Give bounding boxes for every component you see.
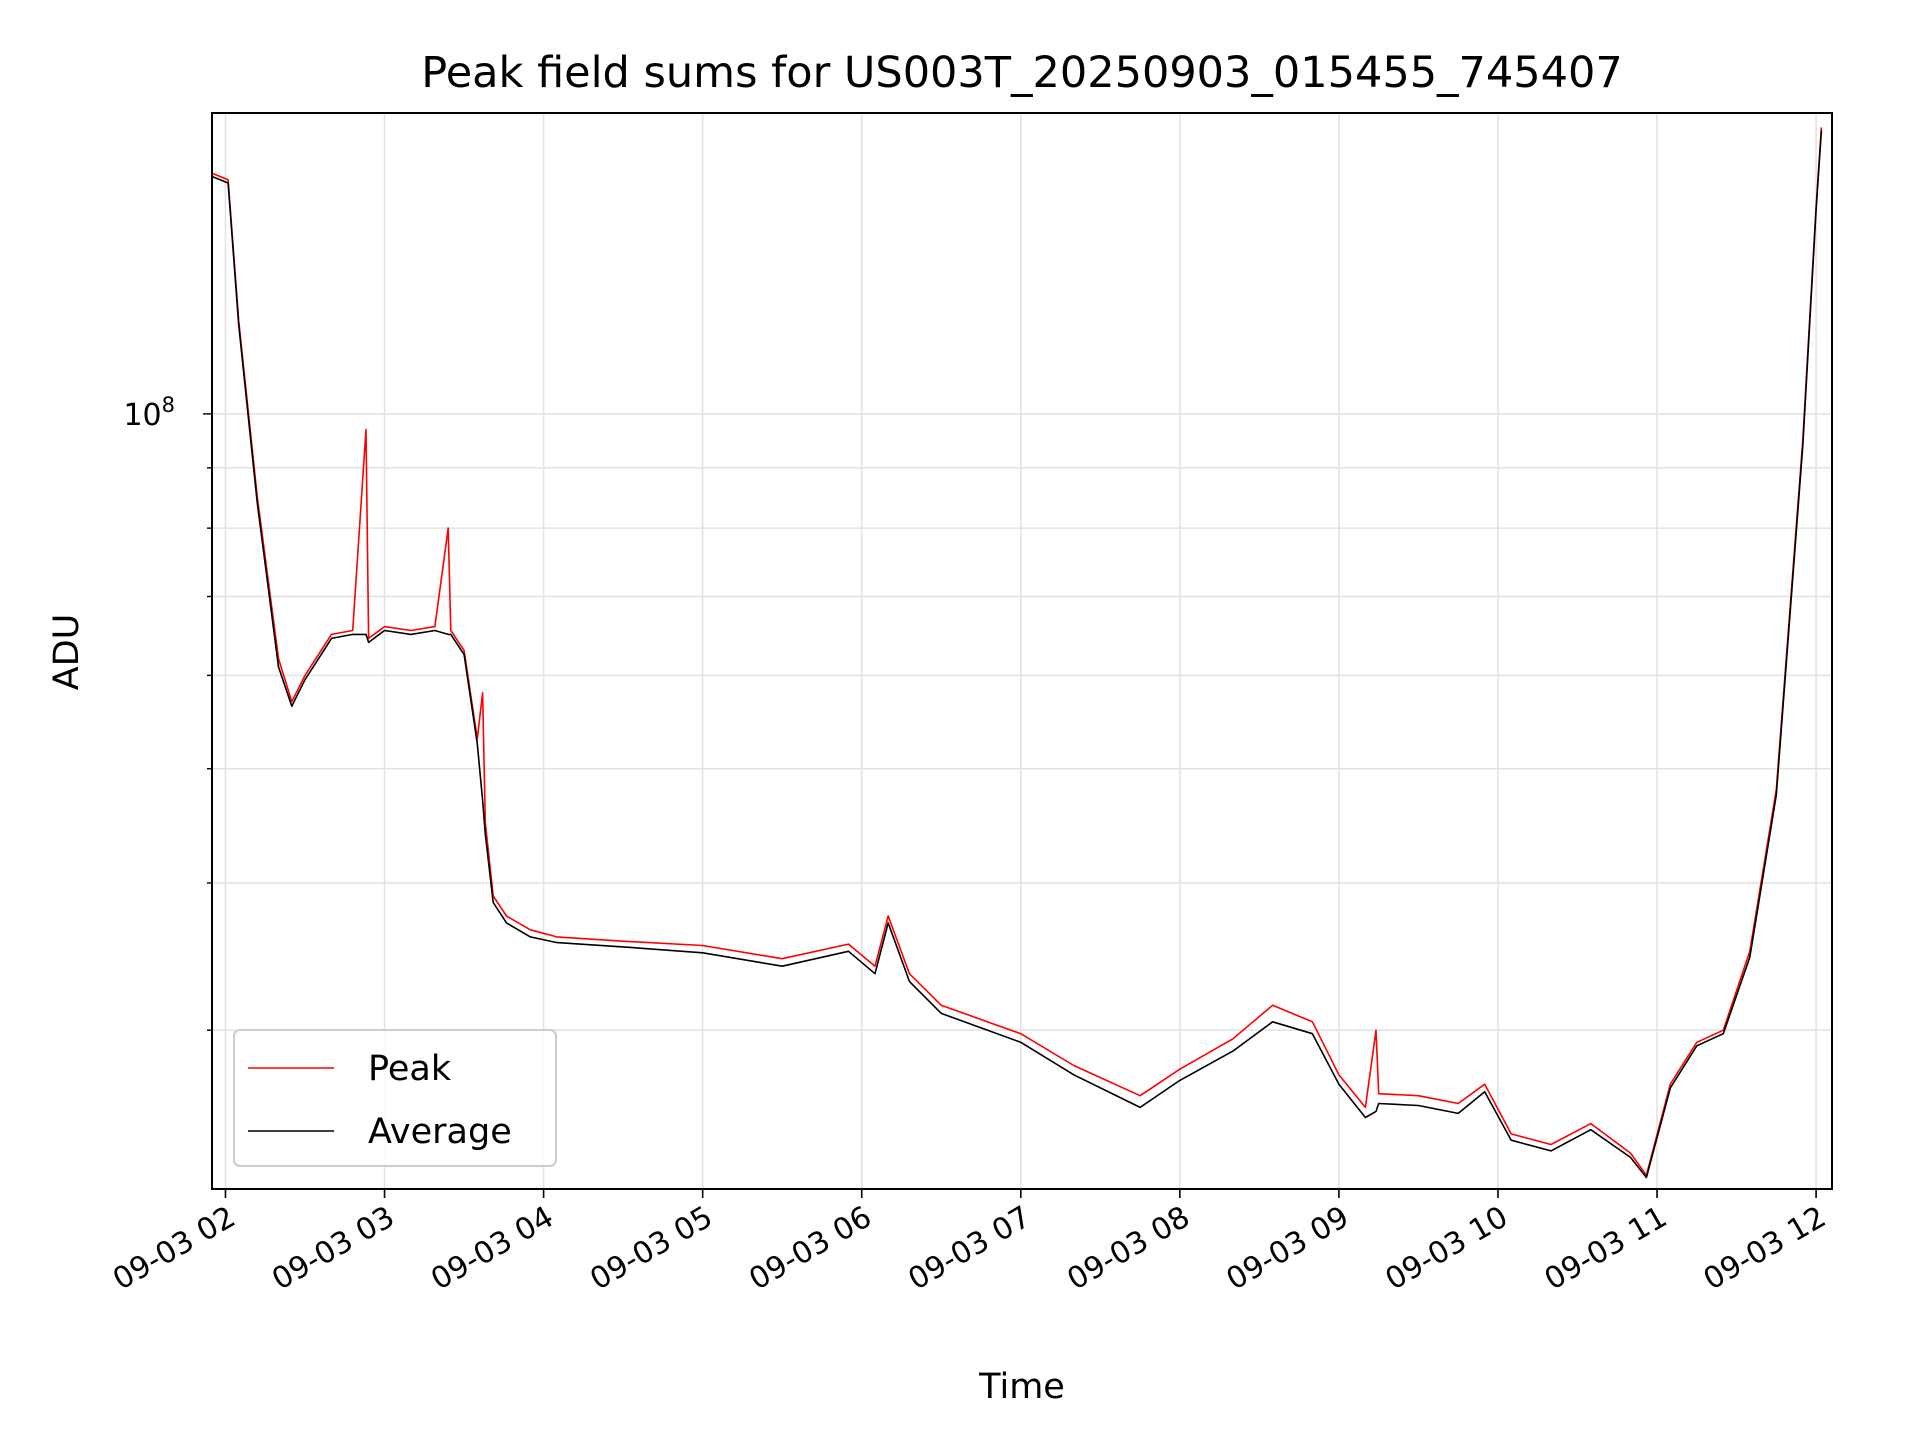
- legend: Peak Average: [233, 1029, 557, 1167]
- series-layer: [211, 127, 1823, 1179]
- series-line-average: [211, 130, 1823, 1179]
- legend-label-average: Average: [368, 1112, 512, 1152]
- plot-frame: [211, 112, 1833, 1190]
- series-line-peak: [211, 127, 1823, 1176]
- legend-label-peak: Peak: [368, 1049, 452, 1089]
- y-tick-label-exponent: 8: [162, 393, 175, 417]
- y-tick-label-base: 10: [123, 398, 161, 433]
- x-axis-label: Time: [978, 1367, 1065, 1407]
- chart-title: Peak field sums for US003T_20250903_0154…: [421, 48, 1622, 98]
- legend-box: [233, 1029, 557, 1167]
- grid: [212, 113, 1832, 1189]
- y-axis-label: ADU: [47, 614, 87, 691]
- y-tick-label: 108: [123, 393, 175, 433]
